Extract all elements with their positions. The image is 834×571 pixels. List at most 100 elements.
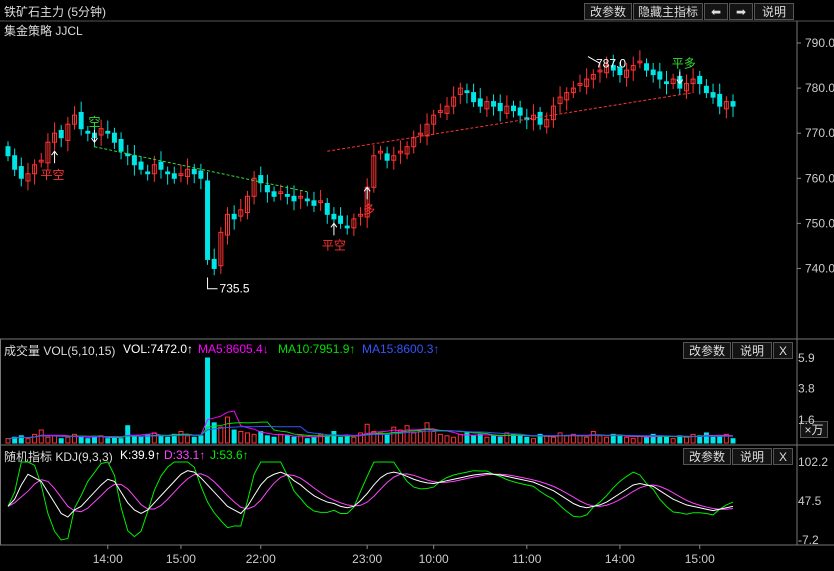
candle-body (171, 173, 177, 179)
price-tick-label: 750.0 (805, 216, 834, 230)
candle-body (32, 164, 38, 175)
volume-bar (630, 438, 636, 444)
candle-body (517, 107, 523, 116)
kdj-params-button[interactable]: 改参数 (683, 448, 731, 465)
volume-bar (271, 436, 277, 444)
candle-body (145, 171, 151, 175)
volume-bar (663, 436, 669, 444)
candle-body (564, 92, 570, 101)
volume-bar (131, 435, 137, 444)
volume-bar (471, 435, 477, 444)
volume-bar (324, 435, 330, 444)
candle-body (730, 101, 736, 107)
volume-bar (723, 433, 729, 444)
volume-bar (311, 436, 317, 444)
kdj-k-value: K:39.9↑ (120, 448, 161, 462)
candle-body (98, 128, 104, 136)
volume-bar (25, 438, 31, 444)
volume-bar (417, 430, 423, 444)
candle-body (52, 132, 58, 143)
candle-body (431, 114, 437, 125)
candle-body (397, 150, 403, 154)
volume-bar (644, 436, 650, 444)
candle-body (451, 96, 457, 107)
volume-close-button[interactable]: X (773, 342, 793, 359)
volume-bar (477, 433, 483, 444)
kdj-d-line (7, 473, 734, 513)
price-tick-label: 760.0 (805, 171, 834, 185)
volume-help-button[interactable]: 说明 (732, 342, 772, 359)
candle-body (304, 198, 310, 202)
time-tick-label: 14:00 (93, 552, 123, 566)
volume-bar (72, 433, 78, 444)
candle-body (437, 110, 443, 113)
long-trend-line (327, 92, 694, 152)
volume-bar (690, 433, 696, 444)
candle-body (457, 87, 463, 95)
kdj-k-line (7, 470, 734, 518)
volume-unit-button[interactable]: ×万 (800, 421, 828, 438)
candle-body (550, 105, 556, 121)
next-arrow-icon[interactable]: ➡ (729, 3, 753, 20)
candle-body (391, 155, 397, 161)
volume-bar (683, 436, 689, 444)
candle-body (537, 111, 543, 125)
candle-body (125, 153, 131, 157)
flat-long-signal: 平多 (672, 57, 696, 71)
volume-bar (105, 438, 111, 444)
kdj-d-value: D:33.1↑ (164, 448, 206, 462)
low-marker (207, 277, 218, 290)
volume-bar (178, 430, 184, 444)
volume-bar (331, 430, 337, 444)
volume-params-button[interactable]: 改参数 (683, 342, 731, 359)
volume-bar (18, 435, 24, 444)
candle-body (584, 78, 590, 87)
candle-body (111, 132, 117, 143)
candle-body (657, 71, 663, 80)
candle-body (18, 166, 24, 179)
volume-bar (185, 435, 191, 444)
volume-bar (238, 430, 244, 444)
kdj-close-button[interactable]: X (773, 448, 793, 465)
candle-body (377, 150, 383, 154)
volume-bar (544, 435, 550, 444)
candle-body (577, 83, 583, 86)
candle-body (12, 155, 18, 170)
kdj-help-button[interactable]: 说明 (732, 448, 772, 465)
volume-bar (451, 436, 457, 444)
volume-bar (497, 436, 503, 444)
volume-bar (411, 432, 417, 444)
volume-bar (225, 416, 230, 444)
hide-main-indicator-button[interactable]: 隐藏主指标 (633, 3, 703, 20)
volume-bar (171, 433, 177, 444)
time-tick-label: 11:00 (512, 552, 541, 566)
prev-arrow-icon[interactable]: ⬅ (704, 3, 728, 20)
volume-bar (205, 357, 211, 444)
candle-body (191, 168, 197, 175)
time-tick-label: 23:00 (352, 552, 382, 566)
candle-body (703, 85, 709, 94)
volume-bar (590, 430, 596, 444)
volume-bar (98, 435, 104, 444)
help-button[interactable]: 说明 (754, 3, 794, 20)
params-button[interactable]: 改参数 (584, 3, 632, 20)
candle-body (218, 231, 224, 267)
volume-bar (604, 436, 610, 444)
volume-bar (677, 435, 683, 444)
volume-bar (697, 435, 703, 444)
volume-bar (597, 435, 603, 444)
candle-body (45, 141, 51, 164)
volume-bar (550, 436, 556, 444)
volume-bar (258, 430, 264, 444)
candle-body (683, 83, 689, 92)
candle-body (338, 215, 344, 224)
candle-body (165, 171, 171, 175)
volume-bar (291, 436, 297, 444)
candle-body (670, 78, 676, 85)
volume-bar (351, 436, 357, 444)
candle-body (697, 75, 703, 85)
volume-bar (211, 422, 217, 444)
volume-bar (491, 435, 497, 444)
candle-body (324, 203, 330, 215)
vol-value: VOL:7472.0↑ (123, 342, 194, 356)
